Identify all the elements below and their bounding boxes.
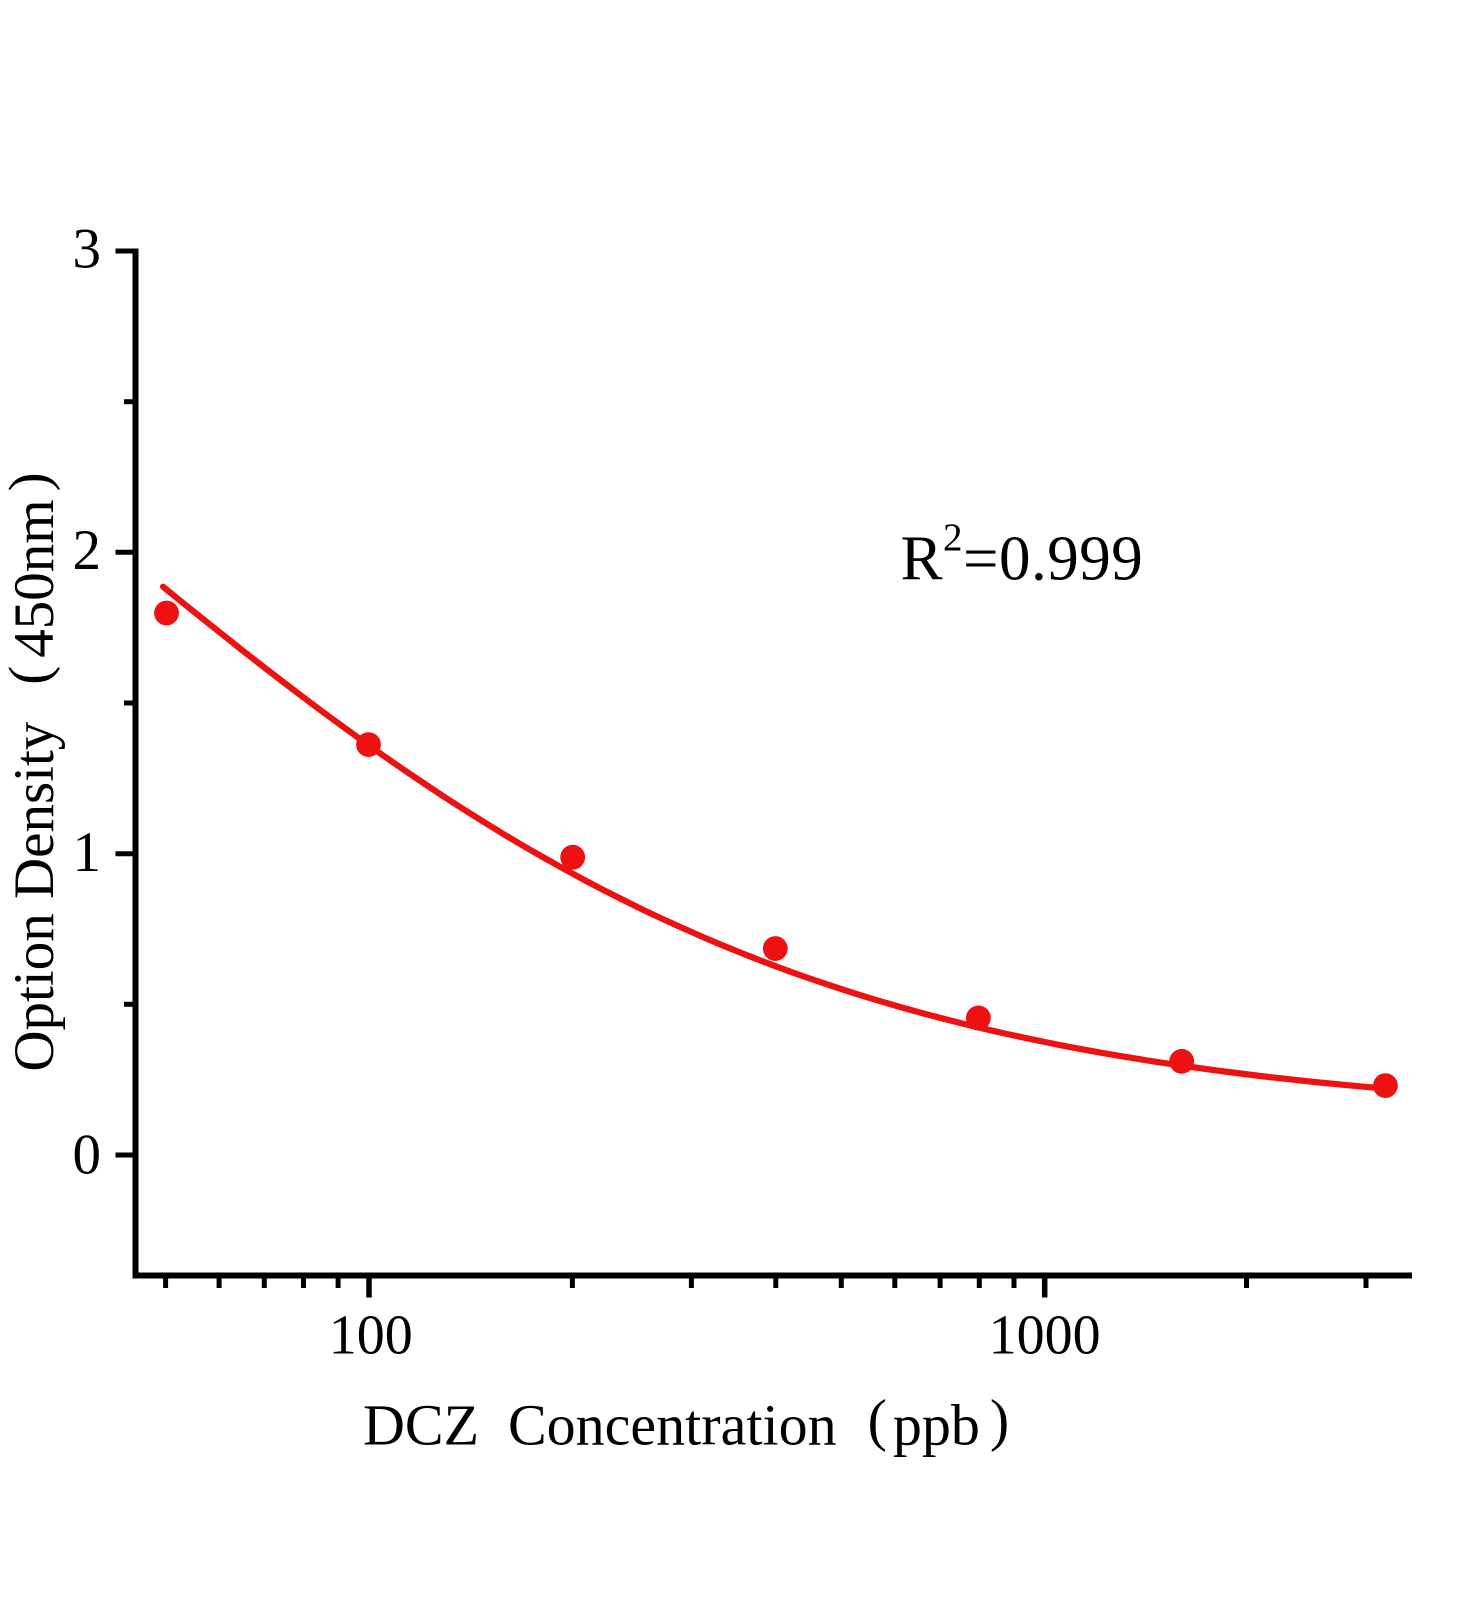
- svg-text:0: 0: [73, 1124, 102, 1187]
- svg-text:Option Density(450nm): Option Density(450nm): [0, 472, 66, 1071]
- svg-text:R2=0.999: R2=0.999: [901, 516, 1144, 593]
- svg-text:DCZ Concentration(ppb): DCZ Concentration(ppb): [363, 1388, 1009, 1458]
- svg-text:3: 3: [73, 218, 102, 281]
- svg-text:2: 2: [73, 519, 102, 582]
- svg-text:100: 100: [329, 1305, 413, 1367]
- svg-text:1: 1: [73, 821, 102, 884]
- svg-text:1000: 1000: [989, 1305, 1101, 1367]
